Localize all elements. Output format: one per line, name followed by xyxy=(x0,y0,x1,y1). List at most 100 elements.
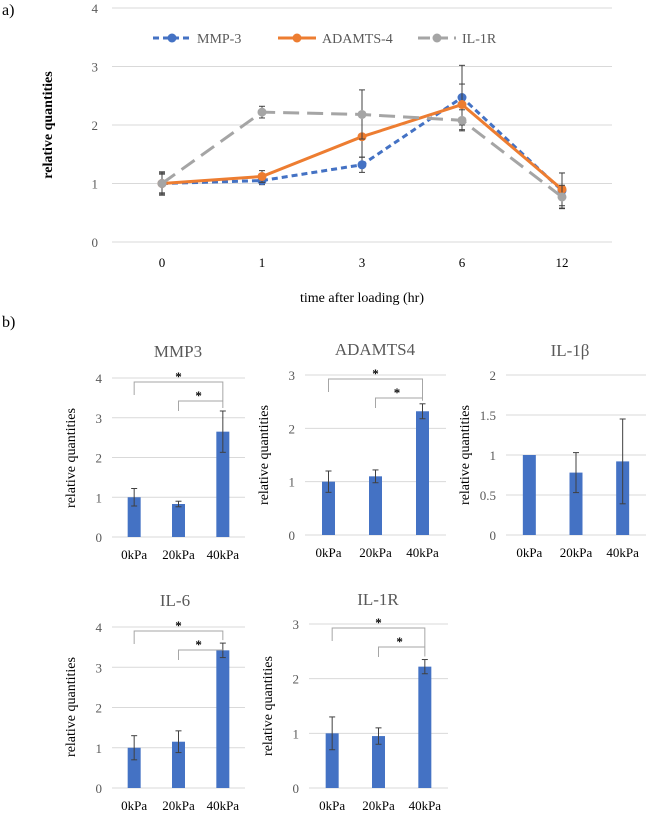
x-tick-label: 0 xyxy=(159,255,166,270)
data-point xyxy=(357,160,367,170)
x-tick-label: 6 xyxy=(459,255,466,270)
data-point xyxy=(157,179,167,188)
series-il-1r xyxy=(157,89,567,210)
significance-bracket xyxy=(378,646,425,657)
y-tick-label: 0 xyxy=(96,530,103,545)
y-tick-label: 2 xyxy=(96,701,103,716)
data-point xyxy=(557,192,567,202)
bar-0kpa xyxy=(127,747,141,788)
bar-chart-adamts4: ADAMTS4 0 1 2 3 relative quantities 0kPa 20kPa 4… xyxy=(257,340,446,560)
y-tick-label: 2 xyxy=(96,451,103,466)
legend-label: IL-1R xyxy=(462,32,497,47)
y-axis-title: relative quantities xyxy=(64,408,79,508)
y-tick-label: 1 xyxy=(96,741,103,756)
bar-40kpa xyxy=(416,411,429,535)
chart-title: MMP3 xyxy=(154,342,202,361)
x-tick-label: 40kPa xyxy=(409,798,442,813)
y-tick-label: 2 xyxy=(293,672,300,687)
chart-title: IL-1β xyxy=(551,341,590,360)
bar-40kpa xyxy=(216,431,230,537)
legend: MMP-3 ADAMTS-4 IL-1R xyxy=(153,32,497,47)
x-tick-label: 40kPa xyxy=(406,545,439,560)
y-tick-label: 0 xyxy=(92,235,99,250)
x-tick-label: 20kPa xyxy=(162,798,195,813)
x-tick-label: 1 xyxy=(259,255,266,270)
y-axis-title: relative quantities xyxy=(261,656,276,756)
bar-20kpa xyxy=(569,472,583,535)
bar-20kpa xyxy=(372,736,385,788)
significance-star: * xyxy=(375,615,382,630)
legend-label: MMP-3 xyxy=(197,32,241,47)
bar-40kpa xyxy=(216,650,230,788)
significance-bracket xyxy=(178,649,223,660)
x-tick-label: 20kPa xyxy=(162,547,195,562)
x-tick-label: 0kPa xyxy=(121,798,147,813)
significance-star: * xyxy=(175,369,182,384)
x-tick-label: 20kPa xyxy=(560,545,593,560)
data-point xyxy=(257,171,267,181)
chart-title: IL-1R xyxy=(357,590,399,609)
x-tick-label: 20kPa xyxy=(362,798,395,813)
x-tick-label: 40kPa xyxy=(207,547,240,562)
panel-label-a: a) xyxy=(2,2,14,19)
bar-20kpa xyxy=(172,504,185,537)
significance-star: * xyxy=(396,634,403,649)
y-tick-label: 1 xyxy=(289,475,296,490)
legend-label: ADAMTS-4 xyxy=(322,32,393,47)
data-point xyxy=(257,107,267,117)
y-axis-title: relative quantities xyxy=(41,71,56,179)
y-tick-label: 1.5 xyxy=(480,408,496,423)
bar-chart-mmp3: MMP3 0 1 2 3 4 relative quantities 0kPa 20kPa 40k… xyxy=(64,342,245,562)
y-tick-label: 2 xyxy=(289,421,296,436)
legend-swatch-marker xyxy=(167,33,177,43)
bar-0kpa xyxy=(325,733,339,788)
bar-20kpa xyxy=(172,741,185,788)
x-axis-title: time after loading (hr) xyxy=(300,291,424,306)
bar-0kpa xyxy=(522,455,536,535)
y-tick-label: 4 xyxy=(92,1,99,16)
data-point xyxy=(457,100,467,110)
significance-bracket xyxy=(375,397,423,408)
bar-0kpa xyxy=(322,481,335,535)
y-tick-label: 1 xyxy=(92,177,99,192)
x-tick-label: 20kPa xyxy=(359,545,392,560)
y-axis-title: relative quantities xyxy=(458,405,473,505)
y-axis-title: relative quantities xyxy=(64,657,79,757)
y-tick-label: 0 xyxy=(490,528,497,543)
y-tick-label: 0 xyxy=(289,528,296,543)
y-tick-label: 0 xyxy=(293,781,300,796)
bar-chart-il6: IL-6 0 1 2 3 4 relative quantities 0kPa 20kPa 40k… xyxy=(64,591,245,813)
y-tick-label: 0.5 xyxy=(480,488,496,503)
legend-swatch-marker xyxy=(432,33,442,43)
x-tick-label: 0kPa xyxy=(121,547,147,562)
y-tick-label: 3 xyxy=(96,411,103,426)
data-point xyxy=(457,115,467,125)
panel-label-b: b) xyxy=(2,314,15,331)
significance-bracket xyxy=(133,630,224,644)
y-tick-label: 2 xyxy=(490,368,497,383)
significance-star: * xyxy=(175,618,182,633)
significance-bracket xyxy=(133,381,224,408)
bar-chart-il1b: IL-1β 0 0.5 1 1.5 2 relative quantities 0kPa 20k… xyxy=(458,341,646,560)
bar-20kpa xyxy=(369,476,382,535)
y-axis-title: relative quantities xyxy=(257,405,272,505)
data-point xyxy=(357,109,367,119)
y-tick-label: 2 xyxy=(92,118,99,133)
y-tick-label: 4 xyxy=(96,620,103,635)
significance-bracket xyxy=(178,400,223,411)
legend-swatch-marker xyxy=(292,33,302,43)
y-tick-label: 3 xyxy=(92,60,99,75)
chart-title: ADAMTS4 xyxy=(335,340,416,359)
y-tick-label: 3 xyxy=(289,368,296,383)
y-tick-label: 1 xyxy=(490,448,497,463)
bar-40kpa xyxy=(418,666,432,788)
significance-bracket xyxy=(328,378,423,401)
x-tick-label: 0kPa xyxy=(516,545,542,560)
x-tick-label: 0kPa xyxy=(319,798,345,813)
significance-bracket xyxy=(331,627,426,657)
x-tick-label: 12 xyxy=(556,255,569,270)
bar-0kpa xyxy=(127,497,141,537)
significance-star: * xyxy=(372,366,379,381)
